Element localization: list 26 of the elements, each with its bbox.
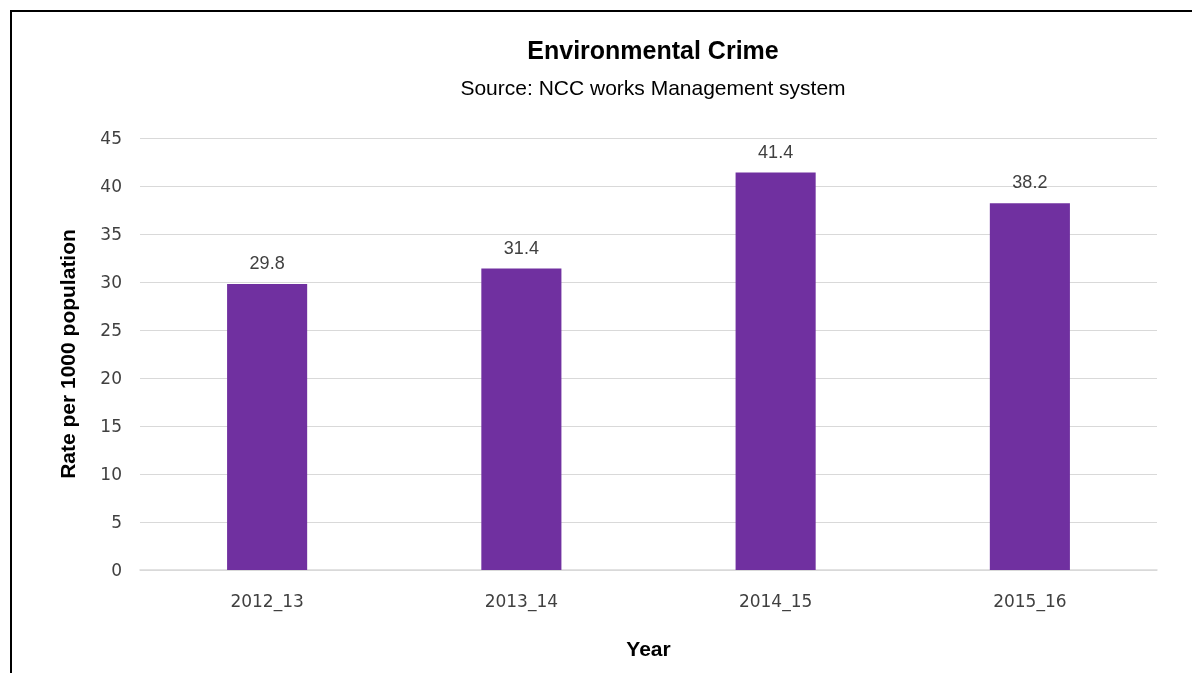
data-label: 38.2 [1012, 172, 1048, 193]
y-tick-label: 20 [100, 368, 122, 388]
bar [481, 268, 562, 570]
y-axis-title: Rate per 1000 population [56, 229, 79, 479]
x-tick-label: 2015_16 [993, 590, 1067, 612]
y-tick-label: 25 [100, 320, 122, 340]
x-axis-title: Year [626, 637, 671, 660]
y-tick-label: 15 [100, 416, 122, 436]
data-label: 41.4 [758, 141, 794, 162]
chart-title: Environmental Crime [527, 35, 779, 64]
data-label: 29.8 [249, 252, 285, 273]
bar [989, 203, 1070, 570]
x-tick-label: 2014_15 [738, 590, 813, 612]
y-tick-label: 0 [111, 560, 122, 580]
bar [735, 172, 816, 570]
y-tick-label: 35 [100, 224, 122, 244]
x-tick-label: 2013_14 [484, 590, 559, 612]
y-tick-label: 45 [100, 128, 122, 148]
data-label: 31.4 [503, 237, 539, 258]
bar [227, 283, 308, 570]
y-tick-label: 40 [100, 176, 122, 196]
chart-subtitle: Source: NCC works Management system [460, 76, 846, 99]
y-tick-label: 5 [111, 512, 122, 532]
x-tick-label: 2012_13 [230, 590, 304, 612]
y-tick-label: 10 [100, 464, 122, 484]
y-tick-label: 30 [100, 272, 122, 292]
